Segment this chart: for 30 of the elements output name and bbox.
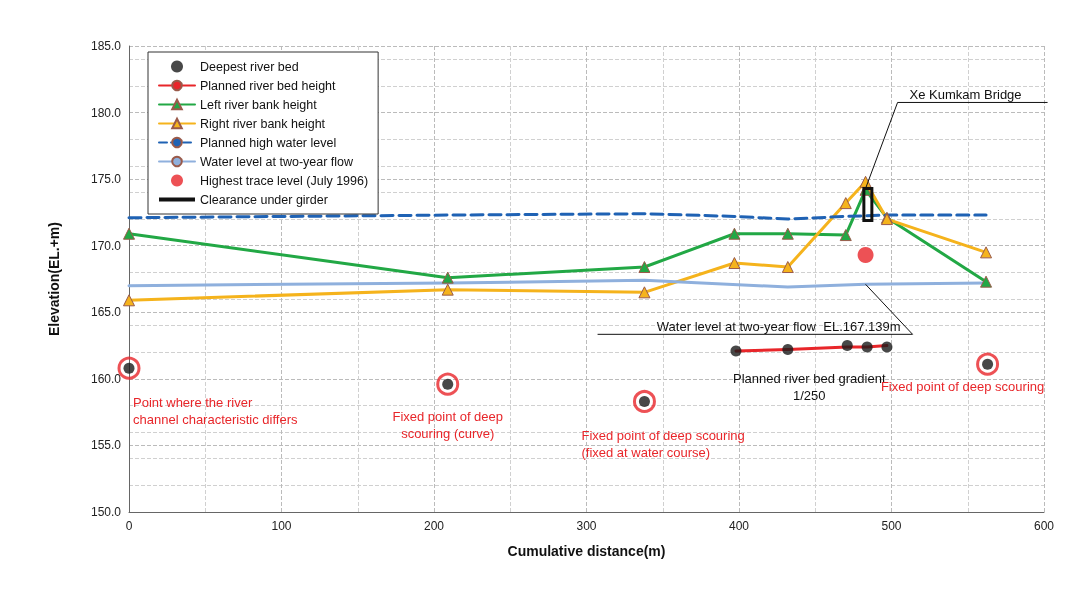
annotation: Fixed point of deep scouring (curve) <box>392 409 504 442</box>
annotation: Fixed point of deep scouring (fixed at water course) <box>581 428 745 461</box>
x-tick-label: 100 <box>271 519 292 533</box>
legend-label: Clearance under girder <box>200 192 328 207</box>
annotation: Water level at two-year flow EL.167.139m <box>656 319 901 335</box>
x-tick-label: 600 <box>1033 519 1055 533</box>
legend-label: Deepest river bed <box>200 59 299 74</box>
legend-label: Planned river bed height <box>200 78 337 93</box>
legend-label: Water level at two-year flow <box>200 154 355 169</box>
x-tick-label: 300 <box>576 519 597 533</box>
x-axis-title: Cumulative distance(m) <box>507 543 666 559</box>
x-tick-label: 400 <box>728 519 750 533</box>
y-tick-label: 180.0 <box>90 105 122 120</box>
y-tick-label: 185.0 <box>90 39 122 53</box>
y-axis-title: Elevation(EL.+m) <box>46 222 62 336</box>
x-tick-label: 200 <box>423 519 445 533</box>
y-tick-label: 150.0 <box>90 505 122 519</box>
x-tick-label: 500 <box>881 519 902 533</box>
y-tick-label: 175.0 <box>90 172 122 187</box>
annotation: Point where the river channel characteristic differs <box>133 395 299 428</box>
annotation: Xe Kumkam Bridge <box>909 87 1022 103</box>
legend-label: Highest trace level (July 1996) <box>200 173 369 188</box>
legend-label: Planned high water level <box>200 135 337 150</box>
y-tick-label: 160.0 <box>90 371 122 386</box>
y-tick-label: 170.0 <box>90 238 122 253</box>
legend-label: Right river bank height <box>200 116 326 131</box>
y-tick-label: 155.0 <box>90 438 122 453</box>
x-tick-label: 0 <box>125 519 133 533</box>
y-tick-label: 165.0 <box>90 305 122 320</box>
legend-label: Left river bank height <box>200 97 318 112</box>
